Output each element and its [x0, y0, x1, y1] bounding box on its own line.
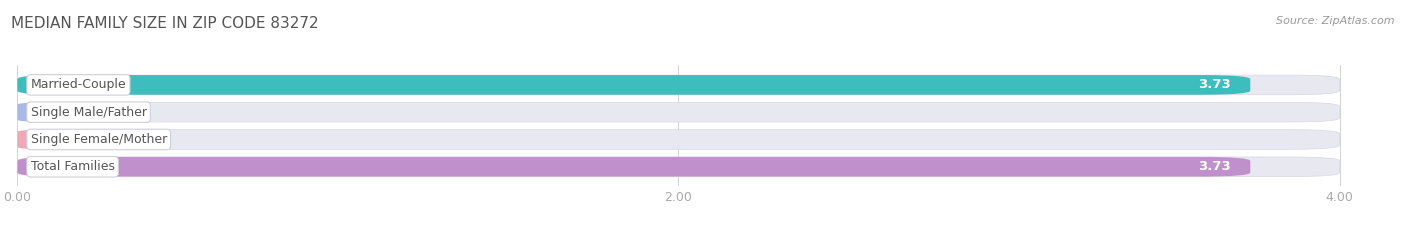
Text: 3.73: 3.73 [1198, 160, 1230, 173]
Text: MEDIAN FAMILY SIZE IN ZIP CODE 83272: MEDIAN FAMILY SIZE IN ZIP CODE 83272 [11, 16, 319, 31]
FancyBboxPatch shape [17, 102, 1340, 122]
FancyBboxPatch shape [17, 75, 1340, 95]
Text: Source: ZipAtlas.com: Source: ZipAtlas.com [1277, 16, 1395, 26]
FancyBboxPatch shape [17, 75, 1250, 95]
Text: 0.00: 0.00 [103, 133, 132, 146]
FancyBboxPatch shape [17, 157, 1340, 177]
Text: Single Female/Mother: Single Female/Mother [31, 133, 167, 146]
FancyBboxPatch shape [17, 157, 1250, 177]
Text: 3.73: 3.73 [1198, 78, 1230, 91]
FancyBboxPatch shape [17, 102, 77, 122]
Text: Married-Couple: Married-Couple [31, 78, 127, 91]
Text: Total Families: Total Families [31, 160, 114, 173]
Text: Single Male/Father: Single Male/Father [31, 106, 146, 119]
FancyBboxPatch shape [17, 130, 77, 149]
FancyBboxPatch shape [17, 130, 1340, 149]
Text: 0.00: 0.00 [103, 106, 132, 119]
